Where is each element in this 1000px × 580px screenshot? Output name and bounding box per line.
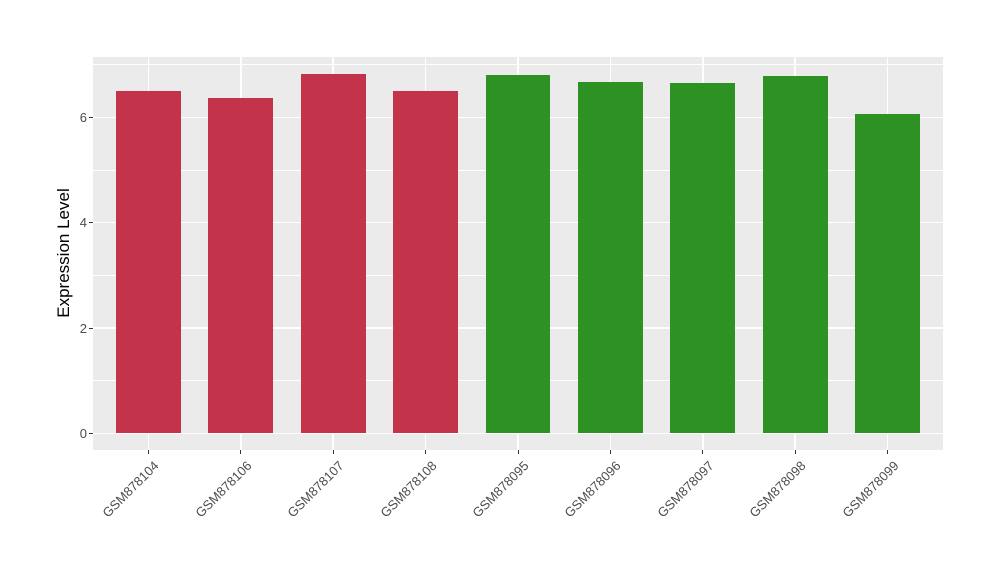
- bar-GSM878095: [485, 74, 551, 434]
- y-tick: [89, 327, 93, 329]
- y-tick-label: 0: [79, 426, 87, 441]
- x-tick: [332, 450, 334, 454]
- x-tick: [425, 450, 427, 454]
- bar-GSM878108: [393, 90, 458, 434]
- y-tick: [89, 433, 93, 434]
- y-tick-label: 2: [79, 320, 87, 336]
- y-tick: [89, 222, 93, 224]
- x-tick: [609, 450, 611, 454]
- y-axis-title: Expression Level: [54, 188, 73, 318]
- bar-GSM878098: [762, 76, 828, 434]
- x-tick-label: GSM878099: [838, 458, 902, 521]
- bar-GSM878106: [208, 97, 274, 434]
- bar-GSM878097: [670, 83, 736, 434]
- y-tick-label: 4: [79, 215, 87, 231]
- bar-GSM878107: [300, 74, 366, 434]
- y-tick: [89, 116, 93, 118]
- x-tick: [887, 450, 889, 454]
- plot-panel: [93, 57, 943, 450]
- bar-GSM878096: [578, 81, 643, 434]
- bar-GSM878099: [855, 114, 920, 434]
- x-tick: [794, 450, 796, 454]
- y-tick-label: 6: [79, 109, 87, 125]
- x-tick: [240, 450, 242, 454]
- x-tick: [147, 450, 149, 454]
- x-tick: [702, 450, 704, 454]
- x-tick: [517, 450, 519, 454]
- bar-GSM878104: [116, 91, 181, 434]
